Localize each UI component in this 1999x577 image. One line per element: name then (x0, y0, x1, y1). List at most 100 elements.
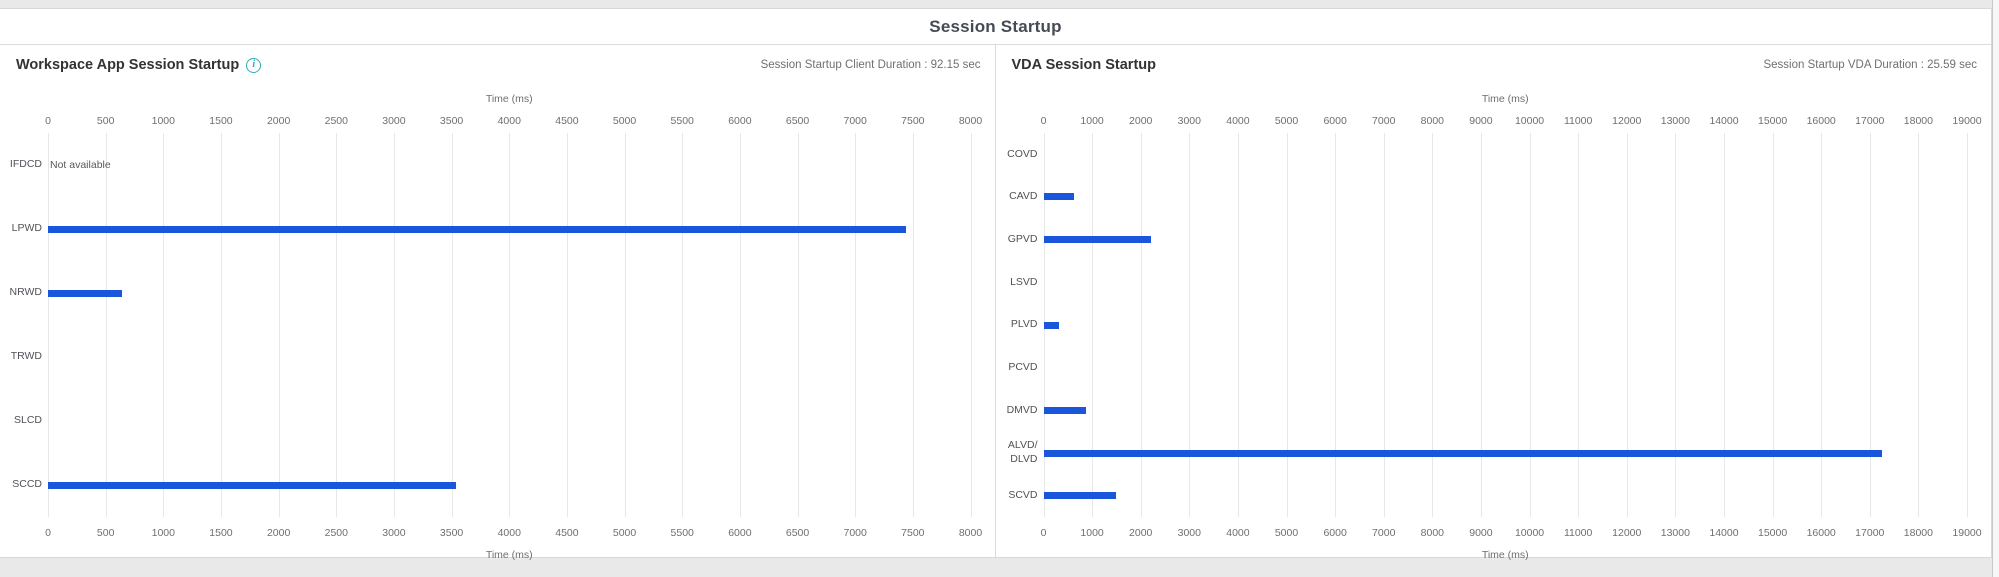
chart-panels: Workspace App Session Startup i Session … (0, 45, 1991, 561)
gridline (1626, 133, 1628, 517)
category-label: PCVD (1008, 360, 1038, 373)
x-axis-tick: 1000 (1080, 527, 1104, 539)
x-axis-tick: 1000 (151, 115, 175, 127)
x-axis-tick: 4000 (497, 527, 521, 539)
x-axis-tick: 11000 (1563, 527, 1593, 539)
gridline (1772, 133, 1774, 517)
gridline (1918, 133, 1920, 517)
plot-area: COVD CAVD GPVD LSVD PLVD PCVD DMVD ALVD/ DLVD SC… (1007, 133, 1968, 517)
x-axis-tick: 4000 (497, 115, 521, 127)
x-axis-tick: 500 (96, 115, 115, 127)
chart-row: LPWD (12, 216, 971, 242)
bar (1043, 406, 1087, 414)
x-axis-tick: 13000 (1660, 115, 1690, 127)
gridline (1821, 133, 1823, 517)
gridline (220, 133, 222, 517)
category-label: GPVD (1007, 232, 1038, 245)
session-startup-card: Session Startup Workspace App Session St… (0, 8, 1992, 561)
x-axis-ticks-bottom: 0 500 1000 1500 2000 2500 3000 3500 4000 4500 5000… (45, 527, 982, 539)
workspace-app-chart: Time (ms) 0 500 1000 1500 2000 2500 3000 3500 400… (0, 85, 995, 561)
bar (1043, 193, 1075, 201)
chart-row: IFDCD Not available (10, 152, 971, 178)
x-axis-tick: 2000 (1129, 115, 1153, 127)
x-axis-tick: 4500 (555, 527, 579, 539)
category-label: COVD (1007, 147, 1038, 160)
chart-row: DMVD (1007, 397, 1968, 423)
bar (1043, 449, 1882, 457)
x-axis-tick: 15000 (1757, 115, 1788, 127)
category-label: SCVD (1008, 488, 1038, 501)
gridline (451, 133, 453, 517)
gridline (739, 133, 741, 517)
x-axis-tick: 6500 (785, 527, 810, 539)
bar (48, 225, 906, 233)
gridline (1189, 133, 1191, 517)
x-axis-tick: 0 (45, 527, 51, 539)
x-axis-tick: 10000 (1514, 527, 1545, 539)
chart-row: SLCD (14, 408, 971, 434)
x-axis-tick: 1500 (209, 527, 233, 539)
x-axis-tick: 3000 (382, 115, 406, 127)
vda-panel-header: VDA Session Startup Session Startup VDA … (1012, 55, 1978, 75)
x-axis-tick: 4500 (555, 115, 579, 127)
bar (1043, 492, 1117, 500)
workspace-app-panel-header: Workspace App Session Startup i Session … (16, 55, 981, 75)
x-axis-tick: 3500 (439, 115, 464, 127)
gridline (682, 133, 684, 517)
gridline (163, 133, 165, 517)
gridline (1383, 133, 1385, 517)
x-axis-tick: 8000 (958, 115, 983, 127)
bar (1043, 236, 1152, 244)
chart-row: PCVD (1008, 355, 1968, 381)
chart-row: ALVD/ DLVD (1008, 439, 1968, 466)
x-axis-tick: 8000 (1420, 527, 1445, 539)
bar (48, 481, 457, 489)
gridline (566, 133, 568, 517)
x-axis-title-top: Time (ms) (485, 93, 533, 105)
not-available-label: Not available (50, 158, 111, 171)
x-axis-tick: 10000 (1514, 115, 1545, 127)
category-label: SCCD (12, 478, 42, 491)
x-axis-tick: 3000 (1177, 527, 1201, 539)
gridline (1140, 133, 1142, 517)
x-axis-tick: 2500 (324, 115, 348, 127)
gridline (105, 133, 107, 517)
x-axis-tick: 7000 (1372, 115, 1396, 127)
card-header: Session Startup (0, 9, 1991, 45)
gridline (1723, 133, 1725, 517)
category-label: CAVD (1009, 190, 1038, 203)
gridline (278, 133, 280, 517)
x-axis-tick: 1000 (151, 527, 175, 539)
scrollbar[interactable] (1992, 0, 1999, 577)
x-axis-tick: 2000 (266, 115, 291, 127)
gridline (1335, 133, 1337, 517)
gridline (970, 133, 972, 517)
x-axis-tick: 7000 (1372, 527, 1396, 539)
x-axis-title-bottom: Time (ms) (485, 549, 533, 561)
x-axis-tick: 14000 (1709, 115, 1739, 127)
x-axis-tick: 5500 (670, 527, 694, 539)
category-label: SLCD (13, 414, 42, 427)
x-axis-tick: 2000 (266, 527, 291, 539)
x-axis-tick: 8000 (1420, 115, 1445, 127)
x-axis-tick: 8000 (958, 527, 983, 539)
x-axis-tick: 7000 (843, 527, 867, 539)
vda-panel-title: VDA Session Startup (1011, 57, 1157, 73)
workspace-app-panel: Workspace App Session Startup i Session … (0, 45, 996, 561)
x-axis-tick: 11000 (1563, 115, 1593, 127)
gridline (48, 133, 49, 517)
category-label: DMVD (1006, 403, 1038, 416)
x-axis-tick: 14000 (1709, 527, 1739, 539)
info-icon[interactable]: i (246, 57, 262, 73)
x-axis-tick: 7000 (843, 115, 867, 127)
bar (48, 289, 122, 297)
chart-row: PLVD (1011, 312, 1968, 338)
x-axis-tick: 16000 (1806, 115, 1836, 127)
category-label: TRWD (10, 350, 42, 363)
chart-row: COVD (1007, 141, 1968, 167)
gridline (1092, 133, 1094, 517)
client-duration-text: Session Startup Client Duration : 92.15 … (760, 59, 981, 71)
chart-row: NRWD (10, 280, 971, 306)
chart-row: TRWD (11, 344, 971, 370)
gridline (1237, 133, 1239, 517)
